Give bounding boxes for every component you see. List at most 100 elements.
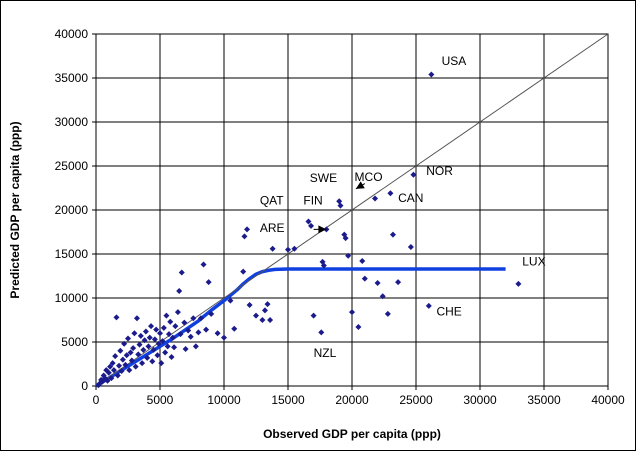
series-lines	[95, 33, 609, 388]
y-tick-label: 25000	[55, 159, 89, 173]
data-point	[308, 222, 315, 229]
point-label: CAN	[398, 191, 423, 205]
annotations: USA NOR MCO SWE CAN QAT FIN ARE LUX CHE NZL	[260, 54, 546, 360]
data-point	[130, 345, 137, 352]
data-point	[117, 347, 124, 354]
data-point	[163, 312, 170, 319]
y-tick-label: 0	[81, 379, 88, 393]
y-tick-label: 40000	[55, 27, 89, 41]
data-point	[149, 358, 156, 365]
data-point	[384, 310, 391, 317]
data-point	[267, 317, 274, 323]
data-point	[337, 202, 344, 209]
x-tick-label: 20000	[335, 393, 369, 407]
data-point	[336, 198, 343, 205]
data-point	[158, 360, 165, 367]
data-point	[372, 195, 379, 202]
data-point	[157, 330, 163, 337]
data-point	[155, 340, 162, 347]
data-point	[395, 279, 402, 286]
data-point	[305, 218, 312, 225]
data-point	[118, 368, 125, 375]
data-point	[126, 367, 133, 374]
data-point	[114, 372, 121, 379]
arrow-head	[318, 225, 327, 234]
x-tick-label: 35000	[527, 393, 561, 407]
data-point	[231, 325, 238, 332]
data-point	[139, 360, 146, 367]
data-point	[208, 310, 215, 317]
data-point	[185, 327, 192, 334]
x-tick-label: 15000	[271, 393, 305, 407]
data-point	[160, 324, 167, 331]
data-point	[99, 378, 106, 385]
data-point	[318, 329, 325, 336]
point-label: SWE	[310, 171, 337, 185]
data-point	[145, 343, 152, 350]
data-point	[182, 346, 189, 353]
data-point	[379, 293, 386, 300]
data-point	[168, 353, 175, 360]
point-label: NZL	[314, 346, 337, 360]
data-point	[264, 301, 271, 308]
data-point	[192, 343, 199, 350]
data-point	[244, 226, 251, 233]
data-point	[407, 243, 414, 250]
data-point	[181, 319, 188, 326]
data-point	[136, 341, 143, 348]
data-point	[389, 231, 396, 238]
data-point	[121, 340, 128, 347]
data-point	[178, 269, 185, 276]
data-point	[131, 330, 138, 337]
data-point	[137, 332, 144, 339]
data-point	[154, 352, 161, 359]
data-point	[172, 323, 179, 330]
data-point	[127, 349, 134, 356]
data-point	[125, 335, 131, 342]
data-point	[227, 297, 234, 304]
data-point	[200, 261, 207, 268]
data-point	[195, 329, 202, 336]
data-point	[164, 343, 171, 350]
data-point	[205, 279, 212, 286]
data-point	[132, 363, 139, 370]
data-point	[374, 280, 381, 287]
data-point	[105, 369, 112, 376]
data-point	[151, 336, 158, 343]
data-point	[153, 326, 160, 333]
data-point	[169, 334, 176, 341]
data-point	[349, 309, 355, 316]
data-point	[241, 233, 248, 240]
data-point	[291, 245, 298, 252]
x-axis-label: Observed GDP per capita (ppp)	[263, 427, 441, 441]
data-point	[107, 363, 114, 370]
data-point	[428, 71, 435, 78]
data-point	[355, 324, 362, 331]
x-tick-label: 40000	[591, 393, 625, 407]
data-point	[320, 262, 327, 269]
data-point	[104, 377, 111, 384]
data-point	[214, 330, 221, 337]
data-point	[187, 333, 194, 340]
data-point	[113, 314, 120, 321]
data-point	[515, 280, 522, 287]
y-tick-label: 30000	[55, 115, 89, 129]
x-tick-label: 5000	[147, 393, 174, 407]
data-point	[146, 334, 153, 341]
data-point	[342, 235, 349, 242]
data-point	[144, 354, 151, 361]
point-label: MCO	[355, 170, 383, 184]
x-tick-label: 0	[93, 393, 100, 407]
data-point	[190, 315, 197, 322]
data-point	[310, 312, 317, 319]
data-point	[165, 331, 172, 338]
y-tick-label: 35000	[55, 71, 89, 85]
point-label: LUX	[522, 254, 545, 268]
y-tick-label: 5000	[61, 335, 88, 349]
data-point	[167, 318, 174, 325]
data-point	[150, 346, 157, 353]
data-point	[253, 312, 259, 319]
data-point	[410, 171, 417, 178]
